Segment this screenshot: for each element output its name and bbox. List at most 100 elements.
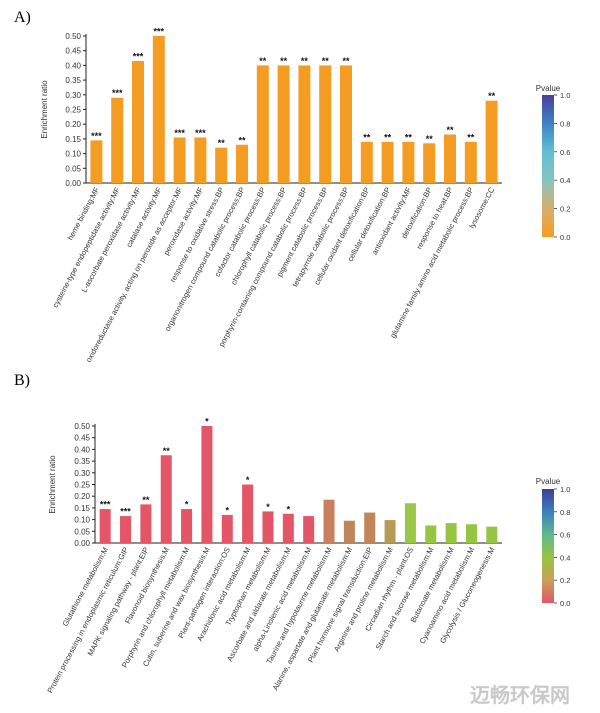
significance-label-a: ** [426, 134, 434, 144]
bar-b [160, 455, 172, 543]
bar-b [242, 484, 254, 543]
bar-a [485, 100, 498, 183]
bar-b [486, 526, 498, 543]
bar-b [120, 516, 132, 543]
significance-label-a: ** [363, 132, 371, 142]
significance-label-b: * [287, 504, 291, 514]
y-tick-label-a: 0.45 [65, 47, 81, 56]
bar-a [256, 65, 269, 183]
significance-label-a: *** [112, 88, 123, 98]
y-tick-label-b: 0.05 [74, 527, 90, 536]
significance-label-b: * [246, 475, 250, 485]
bar-a [152, 36, 165, 183]
panel-label-a: A) [14, 9, 31, 26]
y-tick-label-b: 0.50 [74, 422, 90, 431]
y-tick-label-b: 0.25 [74, 481, 90, 490]
legend-tick-label-b: 0.2 [560, 576, 570, 585]
bar-a [194, 137, 207, 183]
bar-a [277, 65, 290, 183]
bar-a [132, 60, 144, 183]
significance-label-a: *** [174, 128, 185, 138]
y-tick-label-a: 0.35 [65, 76, 81, 85]
y-axis-label-a: Enrichment ratio [40, 80, 49, 139]
legend-tick-label-a: 1.0 [560, 91, 570, 100]
bar-a [111, 97, 124, 183]
y-tick-label-a: 0.10 [65, 150, 81, 159]
y-tick-label-a: 0.00 [65, 179, 81, 188]
legend-tick-label-b: 0.0 [560, 599, 570, 608]
y-tick-label-a: 0.20 [65, 120, 81, 129]
significance-label-b: * [205, 417, 209, 427]
bar-b [425, 525, 437, 543]
bar-b [343, 520, 355, 543]
bar-b [201, 426, 213, 543]
significance-label-a: ** [218, 138, 226, 148]
bar-a [173, 137, 186, 183]
bar-a [360, 141, 373, 183]
significance-label-a: ** [259, 56, 267, 66]
legend-tick-label-b: 0.8 [560, 508, 570, 517]
category-label-b: Protein processing in endoplasmic reticu… [45, 546, 130, 695]
significance-label-b: ** [142, 495, 150, 505]
bar-a [340, 65, 352, 183]
bar-b [404, 503, 416, 543]
bar-b [303, 516, 315, 543]
bar-b [364, 512, 376, 543]
legend-colorbar-a [542, 95, 554, 237]
significance-label-b: *** [100, 500, 111, 510]
significance-label-b: ** [163, 446, 171, 456]
significance-label-a: *** [91, 131, 102, 141]
legend-tick-label-b: 0.6 [560, 531, 570, 540]
y-tick-label-b: 0.40 [74, 445, 90, 454]
y-tick-label-b: 0.15 [74, 504, 90, 513]
legend-tick-label-a: 0.8 [560, 119, 570, 128]
y-tick-label-a: 0.25 [65, 106, 81, 115]
significance-label-b: *** [120, 507, 131, 517]
significance-label-a: *** [133, 51, 144, 61]
y-tick-label-b: 0.30 [74, 469, 90, 478]
significance-label-a: ** [301, 56, 309, 66]
bar-a [90, 140, 103, 183]
y-tick-label-b: 0.35 [74, 457, 90, 466]
y-tick-label-a: 0.30 [65, 91, 81, 100]
y-tick-label-b: 0.10 [74, 516, 90, 525]
bar-b [282, 513, 294, 543]
significance-label-a: ** [384, 132, 392, 142]
significance-label-b: * [185, 500, 189, 510]
bar-b [445, 523, 457, 543]
significance-label-a: ** [446, 125, 454, 135]
legend-colorbar-b [542, 489, 554, 603]
legend-title-a: Pvalue [536, 84, 561, 93]
bar-a [215, 147, 228, 183]
bar-b [465, 524, 477, 543]
bar-a [402, 141, 415, 183]
bar-b [140, 504, 152, 543]
legend-tick-label-a: 0.2 [560, 205, 570, 214]
y-tick-label-a: 0.50 [65, 32, 81, 41]
watermark-text: 迈畅环保网 [470, 683, 570, 707]
y-tick-label-a: 0.40 [65, 61, 81, 70]
bar-b [384, 520, 396, 543]
bar-a [464, 141, 477, 183]
y-tick-label-a: 0.15 [65, 135, 81, 144]
bar-a [298, 65, 311, 183]
significance-label-a: ** [405, 132, 413, 142]
significance-label-b: * [266, 502, 270, 512]
legend-tick-label-b: 0.4 [560, 553, 570, 562]
significance-label-a: ** [238, 135, 246, 145]
y-axis-label-b: Enrichment ratio [48, 455, 57, 514]
significance-label-a: *** [195, 128, 206, 138]
bar-a [444, 134, 456, 183]
significance-label-b: * [226, 505, 230, 515]
significance-label-a: ** [467, 132, 475, 142]
legend-tick-label-a: 0.4 [560, 176, 570, 185]
legend-tick-label-a: 0.6 [560, 148, 570, 157]
legend-tick-label-a: 0.0 [560, 233, 570, 242]
bar-a [319, 65, 332, 183]
bar-b [181, 509, 193, 543]
bar-a [236, 144, 248, 183]
bar-b [99, 509, 111, 543]
bar-b [221, 514, 233, 543]
significance-label-a: ** [342, 56, 350, 66]
